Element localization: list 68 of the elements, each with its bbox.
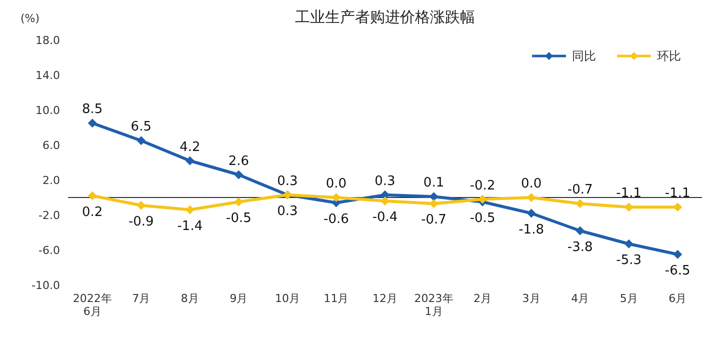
data-label: 4.2 — [180, 140, 200, 155]
point — [88, 191, 97, 200]
data-label: -0.7 — [567, 182, 593, 198]
data-label: 6.5 — [130, 120, 152, 135]
data-label: -1.4 — [177, 218, 203, 234]
point — [380, 196, 390, 206]
data-label: 0.3 — [374, 174, 396, 189]
y-tick-label: 10.0 — [36, 104, 60, 117]
data-label: 2.6 — [228, 154, 250, 169]
point — [576, 226, 585, 236]
data-label: -0.6 — [324, 212, 349, 227]
point — [234, 197, 244, 206]
data-label: -0.5 — [226, 210, 252, 226]
y-axis-title: (%) — [20, 12, 40, 25]
point — [136, 136, 146, 146]
data-label: 0.0 — [520, 176, 542, 192]
point — [88, 118, 97, 128]
x-tick-label: 9月 — [230, 292, 248, 305]
x-tick-label: 5月 — [620, 292, 638, 305]
data-label: -0.5 — [470, 210, 496, 226]
x-tick-label: 2023年 1月 — [414, 292, 454, 318]
point — [332, 193, 341, 202]
x-tick-label: 6月 — [668, 292, 687, 305]
point — [429, 199, 438, 208]
data-label: -0.2 — [470, 178, 496, 194]
point — [624, 202, 634, 212]
point — [673, 202, 682, 212]
data-label: 8.5 — [82, 102, 103, 118]
point — [185, 205, 194, 214]
y-tick-label: 14.0 — [36, 69, 60, 82]
data-label: -6.5 — [664, 263, 690, 278]
point — [185, 156, 194, 166]
data-label: 0.3 — [277, 174, 298, 189]
data-label: 0.0 — [326, 176, 347, 192]
y-tick-label: 2.0 — [42, 174, 60, 187]
x-tick-label: 10月 — [274, 292, 300, 305]
data-label: -0.4 — [372, 210, 398, 225]
point — [234, 170, 244, 180]
legend-label: 环比 — [657, 49, 681, 63]
data-label: 0.3 — [277, 204, 298, 219]
data-label: -0.9 — [128, 214, 154, 230]
x-tick-label: 12月 — [372, 292, 398, 305]
point — [136, 200, 146, 210]
y-tick-label: -6.0 — [38, 244, 60, 257]
data-label: -1.1 — [664, 186, 690, 202]
x-tick-label: 2022年 6月 — [72, 292, 112, 318]
data-label: 0.1 — [423, 176, 444, 191]
x-tick-label: 2月 — [474, 292, 492, 305]
data-label: 0.2 — [82, 204, 103, 220]
y-tick-label: -2.0 — [38, 209, 60, 222]
x-tick-label: 11月 — [324, 292, 349, 305]
y-tick-label: 6.0 — [42, 139, 60, 152]
y-tick-label: 18.0 — [36, 34, 60, 47]
point — [673, 250, 682, 259]
data-label: -5.3 — [616, 252, 642, 268]
chart-title: 工业生产者购进价格涨跌幅 — [295, 8, 475, 26]
point — [624, 239, 634, 248]
data-label: -1.8 — [518, 222, 544, 238]
x-tick-label: 8月 — [180, 292, 199, 305]
x-tick-label: 7月 — [132, 292, 150, 305]
data-label: -3.8 — [567, 240, 593, 255]
data-label: -1.1 — [616, 186, 642, 202]
x-tick-label: 4月 — [571, 292, 590, 305]
data-label: -0.7 — [421, 212, 446, 228]
x-tick-label: 3月 — [522, 292, 540, 305]
point — [526, 208, 536, 218]
y-tick-label: -10.0 — [32, 279, 60, 292]
legend-label: 同比 — [572, 49, 596, 63]
